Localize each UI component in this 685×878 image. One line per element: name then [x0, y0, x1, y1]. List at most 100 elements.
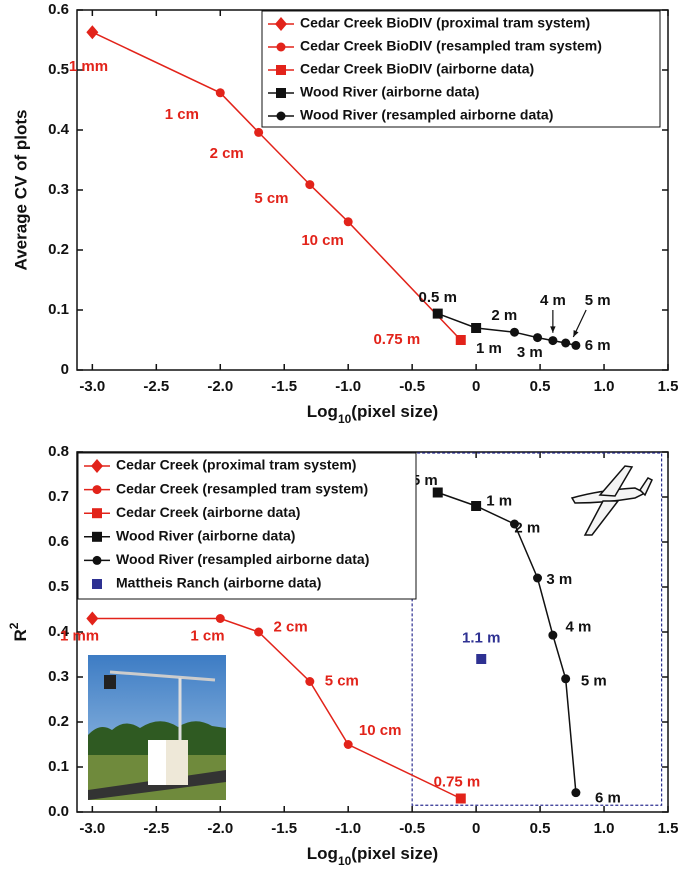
legend-label: Cedar Creek (airborne data) — [116, 504, 300, 520]
x-tick-label: 1.5 — [658, 820, 679, 837]
legend: Cedar Creek BioDIV (proximal tram system… — [261, 10, 661, 128]
circle-marker — [215, 88, 225, 98]
series-line — [92, 617, 462, 800]
circle-marker — [92, 555, 102, 565]
x-tick-label: -2.0 — [207, 820, 233, 837]
circle-marker — [254, 127, 264, 137]
x-tick-label: -2.5 — [143, 820, 169, 837]
x-axis-label-part: Log — [307, 402, 338, 421]
y-tick-label: 0.4 — [48, 121, 70, 138]
x-tick-label: -1.5 — [271, 820, 297, 837]
annotation: 1.1 m — [462, 630, 500, 647]
y-tick-label: 0 — [61, 361, 69, 378]
x-axis-label-part: 10 — [338, 412, 352, 426]
annotation: 0.5 m — [419, 289, 457, 306]
annotation: 0.75 m — [434, 774, 481, 791]
annotation: 1 cm — [165, 106, 199, 123]
circle-marker — [548, 336, 558, 346]
arrow-head — [550, 326, 556, 333]
x-axis-label-part: 10 — [338, 854, 352, 868]
diamond-marker — [86, 611, 99, 626]
circle-marker — [276, 42, 286, 52]
series-line — [437, 491, 577, 793]
square-marker — [471, 501, 482, 511]
y-tick-label: 0.2 — [48, 241, 69, 258]
square-marker — [455, 335, 466, 345]
circle-marker — [254, 627, 264, 637]
circle-marker — [571, 340, 581, 350]
x-tick-label: -1.0 — [335, 820, 361, 837]
circle-marker — [509, 327, 519, 337]
x-tick-label: -2.0 — [207, 378, 233, 395]
annotation: 2 cm — [210, 145, 244, 162]
circle-marker — [561, 674, 571, 684]
annotation: 5 cm — [325, 672, 359, 689]
x-tick-label: 0.5 — [530, 378, 551, 395]
y-tick-label: 0.4 — [48, 623, 70, 640]
legend-label: Wood River (airborne data) — [300, 84, 479, 100]
y-tick-label: 0.1 — [48, 301, 69, 318]
circle-marker — [571, 788, 581, 798]
annotation: 10 cm — [301, 232, 344, 249]
circle-marker — [343, 740, 353, 749]
x-tick-label: -3.0 — [79, 820, 105, 837]
x-tick-label: -2.5 — [143, 378, 169, 395]
circle-marker — [92, 485, 102, 495]
annotation: 2 cm — [274, 618, 308, 635]
circle-marker — [343, 217, 353, 227]
y-tick-label: 0.7 — [48, 488, 69, 505]
annotation: 6 m — [585, 337, 611, 354]
diamond-marker — [91, 459, 103, 473]
x-axis-label: Log10(pixel size) — [307, 402, 438, 426]
legend-label: Cedar Creek BioDIV (proximal tram system… — [300, 15, 590, 31]
x-tick-label: 0.5 — [530, 820, 551, 837]
circle-marker — [533, 333, 543, 343]
circle-marker — [305, 180, 315, 190]
circle-marker — [533, 573, 543, 583]
legend-label: Wood River (resampled airborne data) — [116, 551, 369, 567]
square-marker — [92, 531, 102, 542]
circle-marker — [548, 630, 558, 640]
square-marker — [476, 654, 487, 664]
annotation: 1 m — [476, 340, 502, 357]
annotation: 3 m — [546, 571, 572, 588]
square-marker — [92, 579, 102, 589]
annotation: 3 m — [517, 344, 543, 361]
legend-label: Mattheis Ranch (airborne data) — [116, 575, 321, 591]
annotation: 1 cm — [190, 627, 224, 644]
square-marker — [276, 65, 286, 75]
square-marker — [432, 308, 443, 319]
y-axis-label: Average CV of plots — [11, 110, 30, 271]
y-axis-label: R2 — [7, 622, 30, 641]
legend-label: Cedar Creek BioDIV (resampled tram syste… — [300, 38, 602, 54]
annotation: 10 cm — [359, 722, 402, 739]
region-box — [411, 452, 663, 806]
annotation: 5 cm — [254, 190, 288, 207]
annotation: 4 m — [540, 292, 566, 309]
legend-label: Wood River (resampled airborne data) — [300, 107, 553, 123]
x-tick-label: 1.5 — [658, 378, 679, 395]
annotation: 5 m — [585, 292, 611, 309]
annotation: 4 m — [566, 618, 592, 635]
annotation: 1 mm — [69, 58, 108, 75]
x-tick-label: 1.0 — [594, 820, 615, 837]
photo-inset — [88, 655, 226, 800]
y-tick-label: 0.5 — [48, 61, 69, 78]
circle-marker — [509, 519, 519, 529]
x-axis-label-part: (pixel size) — [351, 844, 438, 863]
circle-marker — [561, 338, 571, 348]
x-tick-label: -1.0 — [335, 378, 361, 395]
legend-label: Cedar Creek (resampled tram system) — [116, 480, 368, 496]
annotation: 2 m — [514, 519, 540, 536]
annotation: 6 m — [595, 789, 621, 806]
legend-box — [261, 10, 661, 128]
y-tick-label: 0.2 — [48, 713, 69, 730]
airplane-icon — [570, 465, 653, 536]
legend: Cedar Creek (proximal tram system) Cedar … — [77, 452, 417, 600]
x-axis-label-part: Log — [307, 844, 338, 863]
x-tick-label: 0 — [472, 820, 480, 837]
x-tick-label: -0.5 — [399, 378, 425, 395]
y-tick-label: 0.6 — [48, 1, 69, 18]
annotation: 1 mm — [60, 627, 99, 644]
